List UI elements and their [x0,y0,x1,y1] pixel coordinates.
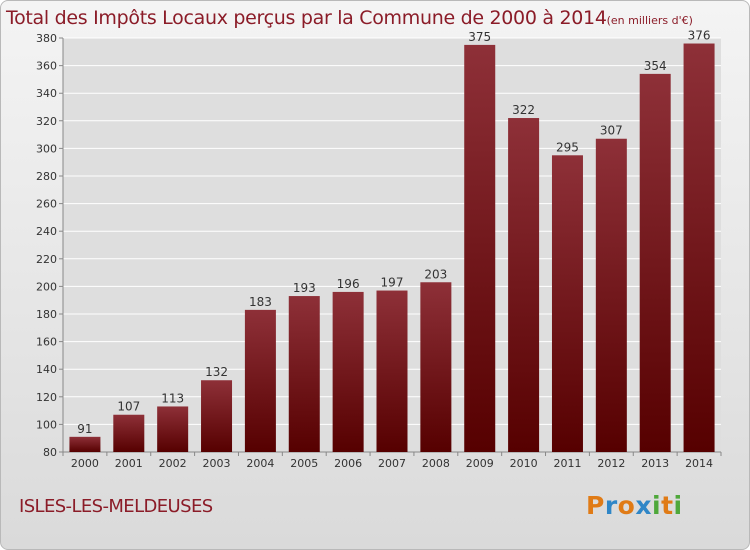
bars [69,43,715,453]
x-tick-label-2001: 2001 [115,457,143,470]
y-tick-label: 340 [36,87,57,100]
chart-title-text: Total des Impôts Locaux perçus par la Co… [6,7,607,29]
bar-2014 [683,43,715,453]
bar-2000 [69,436,101,452]
bar-2008 [420,282,452,452]
data-label-2008: 203 [424,267,447,281]
data-label-2014: 376 [688,29,711,43]
y-tick-label: 180 [36,308,57,321]
chart-title: Total des Impôts Locaux perçus par la Co… [6,7,693,29]
data-label-2004: 183 [249,295,272,309]
data-labels: 91 107 113 132 183 193 196 197 203 375 322 295 307 35… [77,29,710,436]
x-tick-label-2012: 2012 [597,457,625,470]
y-tick-label: 300 [36,142,57,155]
bar-2007 [376,290,408,452]
y-tick-label: 320 [36,115,57,128]
y-tick-label: 260 [36,198,57,211]
y-tick-label: 140 [36,363,57,376]
x-tick-label-2004: 2004 [246,457,274,470]
bar-2005 [288,296,320,452]
data-label-2006: 196 [337,277,360,291]
data-label-2005: 193 [293,281,316,295]
y-tick-label: 200 [36,280,57,293]
x-tick-label-2009: 2009 [466,457,494,470]
y-tick-label: 380 [36,32,57,45]
y-tick-label: 160 [36,336,57,349]
bar-2003 [201,380,233,452]
bar-2001 [113,414,145,452]
x-tick-label-2008: 2008 [422,457,450,470]
y-tick-label: 360 [36,60,57,73]
x-tick-label-2011: 2011 [553,457,581,470]
axes: 80 100 120 140 160 180 200 220 240 260 280 300 320 34… [36,32,722,470]
data-label-2001: 107 [117,400,140,414]
x-tick-label-2014: 2014 [685,457,713,470]
proxiti-logo: Proxiti [586,491,683,520]
data-label-2012: 307 [600,124,623,138]
data-label-2002: 113 [161,391,184,405]
bar-2012 [595,138,627,453]
x-tick-label-2005: 2005 [290,457,318,470]
commune-name: ISLES-LES-MELDEUSES [19,496,213,517]
data-label-2010: 322 [512,103,535,117]
y-tick-label: 280 [36,170,57,183]
bar-2006 [332,291,364,452]
y-tick-label: 220 [36,253,57,266]
y-tick-label: 120 [36,391,57,404]
data-label-2009: 375 [468,30,491,44]
data-label-2007: 197 [381,276,404,290]
x-tick-label-2002: 2002 [159,457,187,470]
bar-2004 [244,309,276,452]
bar-2011 [551,155,583,453]
bar-2013 [639,73,671,452]
x-tick-label-2000: 2000 [71,457,99,470]
chart-title-unit: (en milliers d'€) [606,14,693,27]
data-label-2013: 354 [644,59,667,73]
bar-2010 [508,118,540,452]
x-tick-label-2013: 2013 [641,457,669,470]
data-label-2003: 132 [205,365,228,379]
y-tick-label: 100 [36,418,57,431]
x-tick-label-2010: 2010 [510,457,538,470]
bar-2009 [464,44,496,453]
y-tick-label: 80 [43,446,57,459]
x-tick-label-2007: 2007 [378,457,406,470]
bar-2002 [157,406,189,452]
data-label-2011: 295 [556,140,579,154]
x-tick-label-2006: 2006 [334,457,362,470]
y-tick-label: 240 [36,225,57,238]
data-label-2000: 91 [77,422,92,436]
x-tick-label-2003: 2003 [203,457,231,470]
